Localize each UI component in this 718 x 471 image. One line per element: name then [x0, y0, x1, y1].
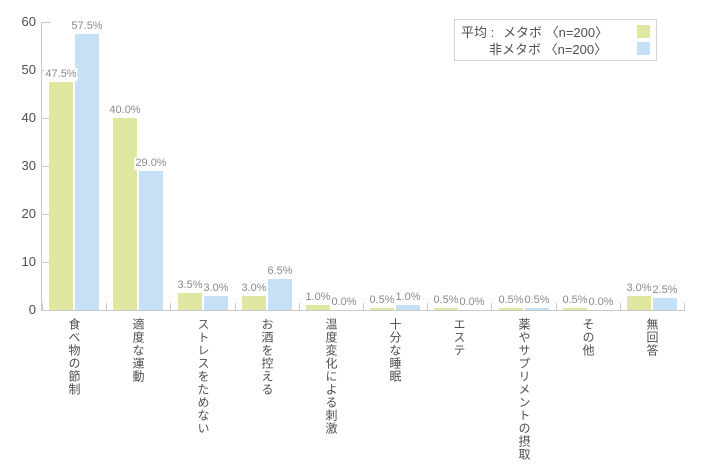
- bar-metabo: [627, 296, 651, 310]
- value-label-metabo: 0.5%: [432, 294, 460, 307]
- y-axis-tick: [42, 262, 51, 263]
- x-axis-tick: [427, 303, 428, 310]
- x-axis-tick: [363, 303, 364, 310]
- y-axis-tick-label: 30: [21, 158, 36, 173]
- bar-non-metabo: [139, 171, 163, 310]
- value-label-non-metabo: 29.0%: [134, 157, 168, 170]
- legend-row-non-metabo: 非メタボ 〈n=200〉: [461, 40, 650, 57]
- category-label: 適度な運動: [131, 318, 145, 383]
- x-axis-tick: [684, 303, 685, 310]
- value-label-metabo: 3.0%: [625, 282, 653, 295]
- y-axis-tick: [42, 214, 51, 215]
- value-label-non-metabo: 0.0%: [587, 296, 615, 309]
- bar-non-metabo: [268, 279, 292, 310]
- y-axis-line: [41, 22, 42, 311]
- category-label: 無回答: [645, 318, 659, 357]
- x-axis-tick: [235, 303, 236, 310]
- bar-non-metabo: [396, 305, 420, 310]
- y-axis-tick: [42, 22, 51, 23]
- legend: 平均 : メタボ 〈n=200〉 非メタボ 〈n=200〉: [454, 19, 657, 61]
- y-axis-tick: [42, 118, 51, 119]
- bar-non-metabo: [653, 298, 677, 310]
- value-label-metabo: 0.5%: [368, 294, 396, 307]
- legend-average-label: 平均 :: [461, 25, 495, 40]
- value-label-non-metabo: 57.5%: [70, 20, 104, 33]
- bar-non-metabo: [204, 296, 228, 310]
- y-axis-tick-label: 10: [21, 254, 36, 269]
- bar-metabo: [49, 82, 73, 310]
- value-label-non-metabo: 0.0%: [458, 296, 486, 309]
- x-axis-tick: [491, 303, 492, 310]
- x-axis-tick: [106, 303, 107, 310]
- bar-metabo: [242, 296, 266, 310]
- x-axis-line: [41, 310, 685, 311]
- bar-non-metabo: [75, 34, 99, 310]
- bar-metabo: [113, 118, 137, 310]
- value-label-metabo: 1.0%: [304, 291, 332, 304]
- value-label-non-metabo: 0.5%: [523, 294, 551, 307]
- value-label-metabo: 3.0%: [240, 282, 268, 295]
- category-label: その他: [581, 318, 595, 357]
- x-axis-tick: [42, 303, 43, 310]
- value-label-non-metabo: 3.0%: [202, 282, 230, 295]
- category-label: 薬やサプリメントの摂取: [517, 318, 531, 461]
- y-axis-tick-label: 50: [21, 62, 36, 77]
- category-label: お酒を控える: [260, 318, 274, 396]
- category-label: 十分な睡眠: [388, 318, 402, 383]
- value-label-metabo: 0.5%: [561, 294, 589, 307]
- bar-metabo: [178, 293, 202, 310]
- bar-metabo: [306, 305, 330, 310]
- category-label: 食べ物の節制: [67, 318, 81, 396]
- bar-metabo: [370, 308, 394, 310]
- value-label-metabo: 0.5%: [497, 294, 525, 307]
- value-label-non-metabo: 0.0%: [330, 296, 358, 309]
- legend-swatch-non-metabo: [637, 42, 650, 55]
- y-axis-tick-label: 40: [21, 110, 36, 125]
- value-label-non-metabo: 2.5%: [651, 284, 679, 297]
- legend-series-metabo-label: メタボ 〈n=200〉: [503, 25, 609, 40]
- value-label-metabo: 47.5%: [44, 68, 78, 81]
- x-axis-tick: [556, 303, 557, 310]
- bar-metabo: [563, 308, 587, 310]
- category-label: 温度変化による刺激: [324, 318, 338, 435]
- bar-metabo: [499, 308, 523, 310]
- x-axis-tick: [299, 303, 300, 310]
- legend-series-non-metabo-label: 非メタボ 〈n=200〉: [489, 42, 608, 57]
- y-axis-tick-label: 60: [21, 14, 36, 29]
- value-label-non-metabo: 1.0%: [394, 291, 422, 304]
- x-axis-tick: [620, 303, 621, 310]
- value-label-metabo: 40.0%: [108, 104, 142, 117]
- bar-non-metabo: [525, 308, 549, 310]
- x-axis-tick: [170, 303, 171, 310]
- y-axis-tick-label: 20: [21, 206, 36, 221]
- value-label-non-metabo: 6.5%: [266, 265, 294, 278]
- legend-row-metabo: 平均 : メタボ 〈n=200〉: [461, 23, 650, 40]
- value-label-metabo: 3.5%: [176, 279, 204, 292]
- category-label: ストレスをためない: [196, 318, 210, 435]
- y-axis-tick: [42, 166, 51, 167]
- y-axis-tick-label: 0: [28, 302, 36, 317]
- bar-metabo: [434, 308, 458, 310]
- category-label: エステ: [452, 318, 466, 357]
- legend-swatch-metabo: [637, 25, 650, 38]
